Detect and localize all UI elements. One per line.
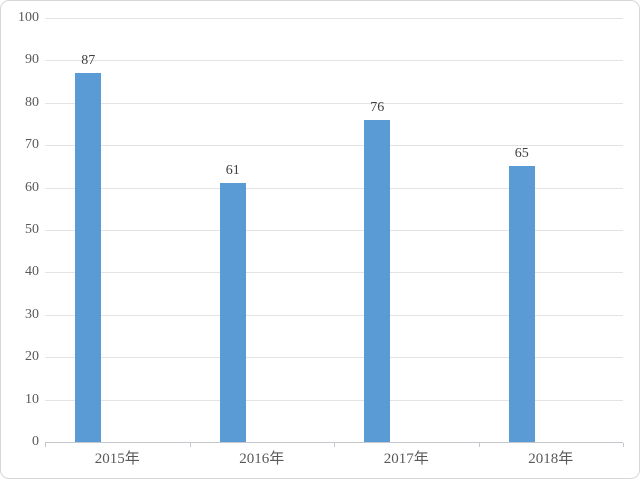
bar-value-label: 76 <box>370 99 385 115</box>
y-axis-tick-label: 70 <box>25 137 39 153</box>
y-axis-tick-label: 100 <box>18 10 39 25</box>
gridline <box>45 230 623 231</box>
y-axis-tick-label: 60 <box>25 179 39 195</box>
bar-value-label: 87 <box>81 53 96 69</box>
x-axis-tick <box>334 443 335 447</box>
y-axis-tick-label: 40 <box>25 264 39 280</box>
x-axis-category-label: 2018年 <box>528 451 574 467</box>
gridline <box>45 18 623 19</box>
gridline <box>45 60 623 62</box>
gridline <box>45 272 623 274</box>
x-axis-tick <box>189 443 191 447</box>
x-axis-category-label: 2016年 <box>239 451 285 467</box>
y-axis-tick-label: 10 <box>25 391 39 407</box>
gridline <box>45 314 623 316</box>
bar <box>75 73 102 442</box>
gridline <box>45 187 623 189</box>
y-axis-tick-label: 90 <box>25 52 39 68</box>
y-axis-tick-label: 20 <box>25 349 39 365</box>
y-axis-tick-label: 0 <box>32 434 39 449</box>
y-axis-tick-label: 50 <box>25 222 39 237</box>
x-axis-tick <box>478 443 480 447</box>
gridline <box>45 102 623 104</box>
gridline <box>45 357 623 359</box>
x-axis-category-label: 2017年 <box>383 451 429 467</box>
x-axis-tick <box>623 443 624 447</box>
x-axis-line <box>45 442 623 443</box>
bar-value-label: 61 <box>225 163 240 179</box>
gridline <box>45 145 623 147</box>
y-axis-tick-label: 30 <box>25 306 39 322</box>
bar <box>219 183 246 442</box>
y-axis-tick-label: 80 <box>25 94 39 110</box>
bar <box>364 119 391 442</box>
x-axis-tick <box>45 443 46 447</box>
gridline <box>45 399 623 401</box>
bar <box>508 166 535 442</box>
bar-value-label: 65 <box>514 146 529 162</box>
x-axis-category-label: 2015年 <box>94 451 140 467</box>
